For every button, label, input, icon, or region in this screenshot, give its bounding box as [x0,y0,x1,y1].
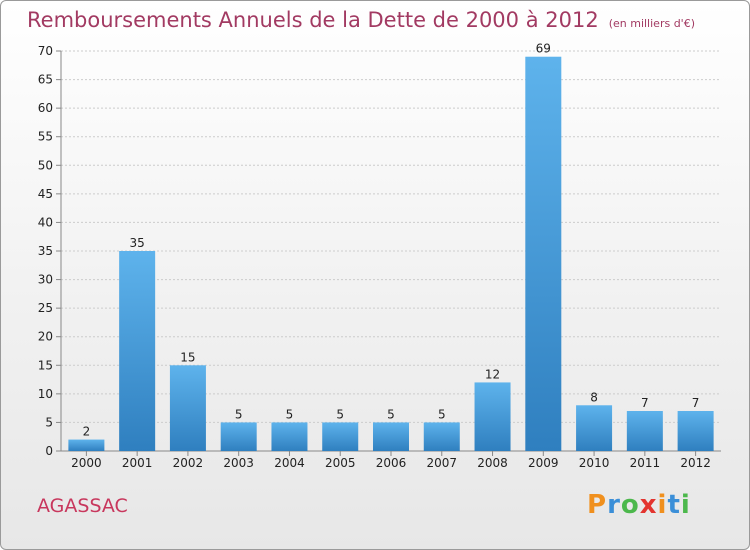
x-tick-label-2010: 2010 [579,456,610,470]
y-tick-label: 15 [38,358,53,372]
data-label-2006: 5 [387,407,395,421]
bar-2009 [525,56,562,451]
x-tick-label-2009: 2009 [528,456,559,470]
bar-2006 [373,422,409,451]
bar-2004 [271,422,308,451]
logo-letter: o [620,490,640,520]
bar-2005 [322,422,359,451]
y-tick-label: 40 [38,215,53,229]
data-label-2008: 12 [485,367,500,381]
y-tick-label: 20 [38,330,53,344]
y-tick-label: 45 [38,187,53,201]
chart-title: Remboursements Annuels de la Dette de 20… [27,8,695,32]
y-tick-label: 70 [38,44,53,58]
axes [56,50,721,456]
x-tick-label-2000: 2000 [71,456,102,470]
logo-letter: t [667,490,681,520]
y-tick-label: 50 [38,158,53,172]
x-tick-label-2004: 2004 [274,456,305,470]
x-tick-label-2007: 2007 [426,456,457,470]
y-tick-label: 60 [38,101,53,115]
data-label-2005: 5 [336,407,344,421]
logo-letter: i [680,490,691,520]
data-label-2011: 7 [641,396,649,410]
logo-letter: x [639,490,658,520]
data-label-2000: 2 [83,425,91,439]
chart-title-text: Remboursements Annuels de la Dette de 20… [27,8,599,32]
y-tick-label: 30 [38,273,53,287]
x-tick-label-2003: 2003 [223,456,254,470]
y-tick-label: 35 [38,244,53,258]
x-tick-label-2012: 2012 [680,456,711,470]
y-tick-label: 65 [38,73,53,87]
data-label-2007: 5 [438,407,446,421]
commune-name: AGASSAC [37,495,128,517]
bars [68,56,714,451]
data-label-2009: 69 [536,42,551,56]
logo-letter: r [607,490,621,520]
chart-subtitle: (en milliers d'€) [608,17,695,30]
bar-2003 [220,422,257,451]
data-label-2010: 8 [590,390,598,404]
y-tick-label: 0 [45,444,53,458]
x-tick-label-2005: 2005 [325,456,356,470]
data-label-2012: 7 [692,396,700,410]
bar-2012 [677,411,714,451]
bar-2001 [119,251,156,451]
logo-letter: i [657,490,668,520]
bar-2000 [68,439,105,451]
y-tick-label: 55 [38,130,53,144]
logo-letter: P [587,490,608,520]
grid-lines [61,50,721,423]
bar-2002 [169,365,206,451]
bar-2007 [423,422,460,451]
data-label-2002: 15 [180,350,195,364]
data-label-2001: 35 [130,236,145,250]
y-tick-label: 5 [45,415,53,429]
x-tick-label-2002: 2002 [173,456,204,470]
data-label-2004: 5 [286,407,294,421]
x-tick-label-2011: 2011 [630,456,661,470]
bar-2011 [626,411,663,451]
x-tick-label-2001: 2001 [122,456,153,470]
bar-2008 [474,382,511,451]
y-tick-label: 25 [38,301,53,315]
x-tick-label-2008: 2008 [477,456,508,470]
labels: 0510152025303540455055606570220003520011… [38,42,711,470]
proxiti-logo: Proxiti [587,490,691,520]
bar-2010 [576,405,613,451]
x-tick-label-2006: 2006 [376,456,407,470]
y-tick-label: 10 [38,387,53,401]
data-label-2003: 5 [235,407,243,421]
